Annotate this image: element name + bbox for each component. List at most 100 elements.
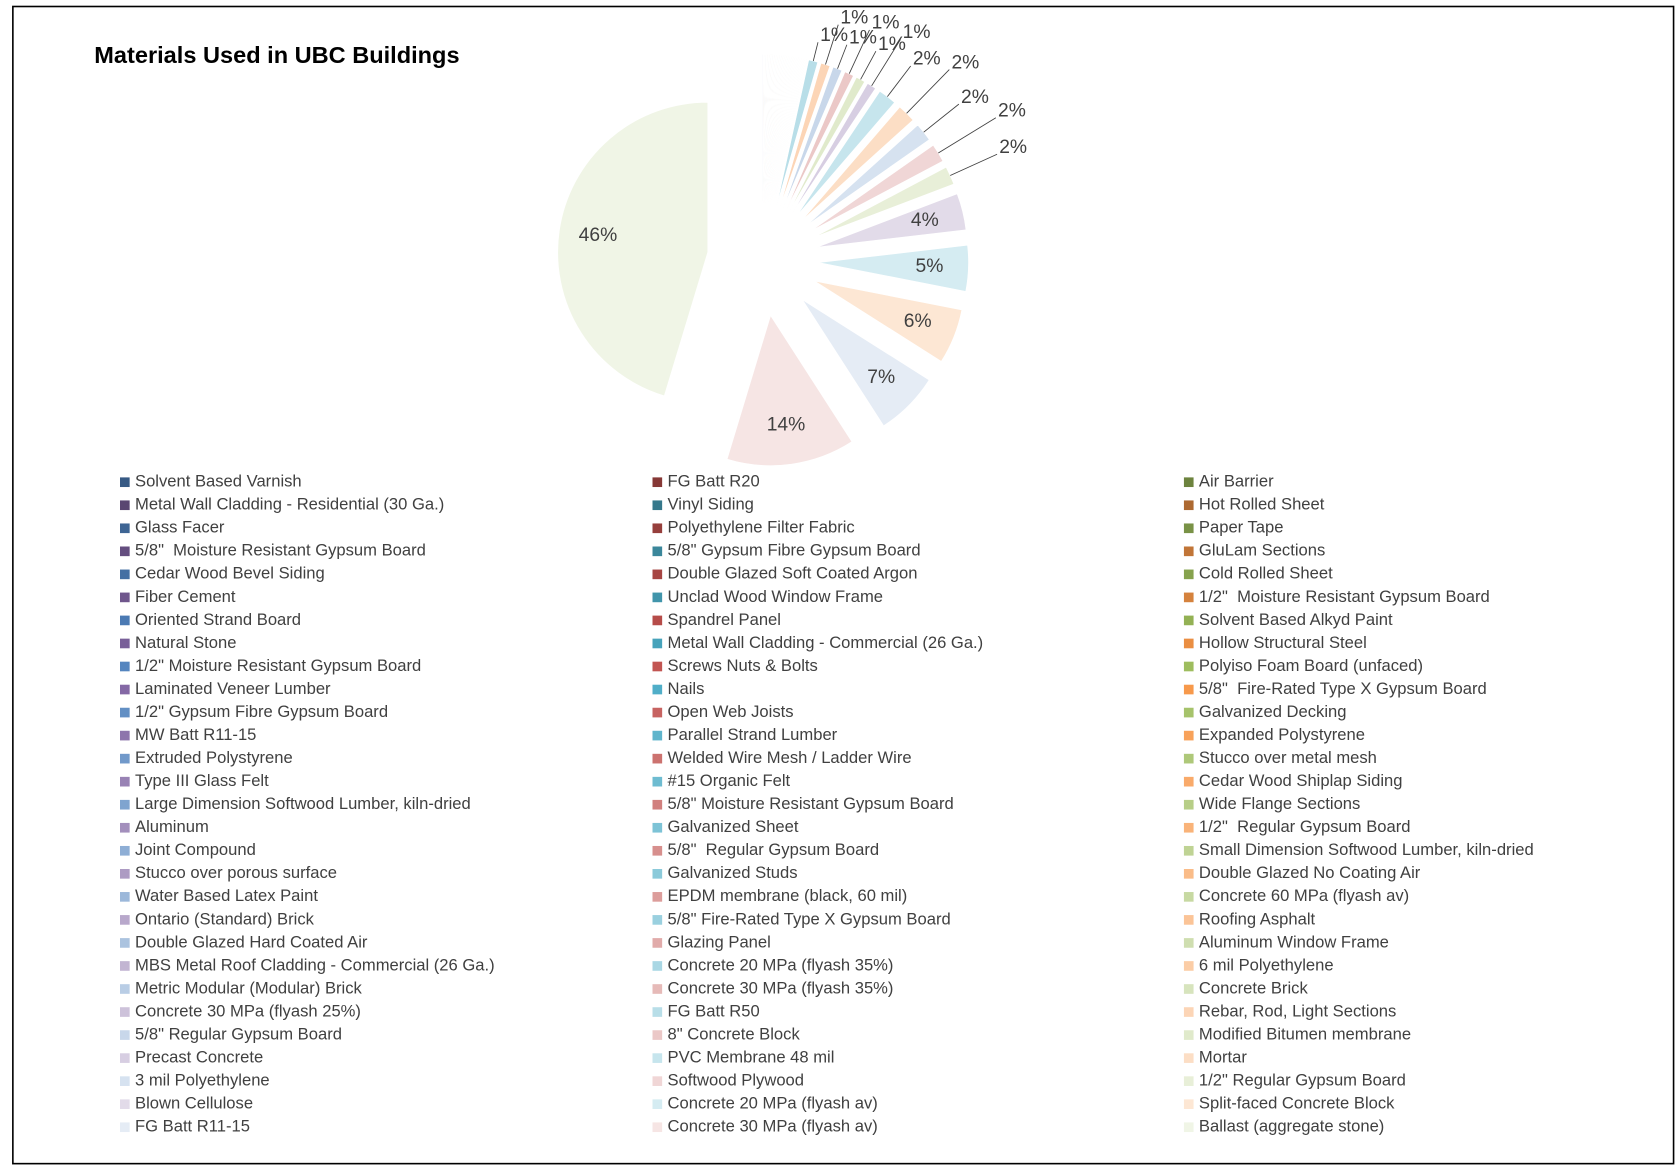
legend-label: Laminated Veneer Lumber xyxy=(135,679,331,698)
slice-label: 1% xyxy=(840,7,868,28)
legend-swatch xyxy=(1183,892,1194,902)
legend-label: Double Glazed Soft Coated Argon xyxy=(668,564,918,583)
legend-label: MW Batt R11-15 xyxy=(135,725,256,744)
legend-swatch xyxy=(652,869,663,879)
legend-label: 5/8" Fire-Rated Type X Gypsum Board xyxy=(1199,679,1487,698)
legend-label: Modified Bitumen membrane xyxy=(1199,1024,1411,1043)
legend-label: 1/2" Moisture Resistant Gypsum Board xyxy=(1199,587,1490,606)
legend-label: Glass Facer xyxy=(135,518,225,537)
legend-label: Galvanized Decking xyxy=(1199,702,1347,721)
slice-label: 1% xyxy=(872,13,900,34)
legend-label: Double Glazed Hard Coated Air xyxy=(135,932,368,951)
legend-swatch xyxy=(120,1030,130,1040)
legend-label: Ontario (Standard) Brick xyxy=(135,909,315,928)
leader-line xyxy=(812,42,819,62)
legend-swatch xyxy=(652,799,663,810)
legend-label: Metric Modular (Modular) Brick xyxy=(135,978,363,997)
legend-label: Nails xyxy=(668,679,705,698)
legend-swatch xyxy=(120,707,130,718)
legend-label: Fiber Cement xyxy=(135,587,236,606)
legend-label: 5/8" Gypsum Fibre Gypsum Board xyxy=(668,541,921,560)
legend-label: FG Batt R20 xyxy=(668,472,760,491)
legend-swatch xyxy=(1183,776,1194,787)
legend-swatch xyxy=(1183,822,1194,833)
legend-swatch xyxy=(120,822,130,833)
legend-label: Glazing Panel xyxy=(668,932,771,951)
slice-label: 5% xyxy=(916,256,944,277)
leader-line xyxy=(906,69,950,114)
pie-slice xyxy=(557,101,709,397)
legend-swatch xyxy=(1183,477,1194,488)
legend-swatch xyxy=(652,661,663,672)
legend-label: Hollow Structural Steel xyxy=(1199,633,1367,652)
leader-line xyxy=(825,24,839,65)
legend-swatch xyxy=(652,776,663,787)
legend-label: Precast Concrete xyxy=(135,1047,263,1066)
legend-label: Galvanized Sheet xyxy=(668,817,799,836)
leader-line xyxy=(871,39,901,87)
legend-swatch xyxy=(652,822,663,833)
legend-swatch xyxy=(1183,523,1194,534)
legend-swatch xyxy=(120,1122,130,1133)
legend-swatch xyxy=(652,961,663,971)
slice-label: 6% xyxy=(904,311,932,332)
legend-swatch xyxy=(1183,592,1194,603)
legend-swatch xyxy=(652,938,663,948)
slice-label: 1% xyxy=(849,27,877,48)
legend-swatch xyxy=(120,938,130,948)
legend-label: 1/2" Gypsum Fibre Gypsum Board xyxy=(135,702,388,721)
legend-label: Aluminum Window Frame xyxy=(1199,932,1389,951)
legend-swatch xyxy=(120,546,130,557)
legend-swatch xyxy=(1183,1030,1194,1040)
legend-label: Polyethylene Filter Fabric xyxy=(668,518,855,537)
legend-swatch xyxy=(1183,1099,1194,1109)
legend-label: Parallel Strand Lumber xyxy=(668,725,838,744)
pie-slice xyxy=(796,90,896,217)
legend-label: Air Barrier xyxy=(1199,472,1274,491)
legend-label: 5/8" Regular Gypsum Board xyxy=(668,840,880,859)
legend-label: FG Batt R11-15 xyxy=(135,1117,250,1136)
legend-swatch xyxy=(120,799,130,810)
pie-slice xyxy=(774,59,808,207)
legend-label: Galvanized Studs xyxy=(668,863,798,882)
legend-label: Stucco over porous surface xyxy=(135,863,337,882)
legend-swatch xyxy=(652,730,663,741)
legend-label: Split-faced Concrete Block xyxy=(1199,1094,1395,1113)
legend-swatch xyxy=(1183,938,1194,948)
legend-label: Natural Stone xyxy=(135,633,236,652)
legend-swatch xyxy=(1183,500,1194,511)
legend-label: Wide Flange Sections xyxy=(1199,794,1360,813)
legend-label: Aluminum xyxy=(135,817,209,836)
legend-label: Cedar Wood Bevel Siding xyxy=(135,564,325,583)
legend-label: Expanded Polystyrene xyxy=(1199,725,1365,744)
leader-line xyxy=(860,50,877,80)
legend-label: 3 mil Polyethylene xyxy=(135,1071,270,1090)
legend-swatch xyxy=(1183,730,1194,741)
legend-label: Ballast (aggregate stone) xyxy=(1199,1117,1384,1136)
legend-swatch xyxy=(1183,569,1194,580)
legend-label: Paper Tape xyxy=(1199,518,1284,537)
legend-label: Small Dimension Softwood Lumber, kiln-dr… xyxy=(1199,840,1534,859)
legend-label: Spandrel Panel xyxy=(668,610,781,629)
legend-swatch xyxy=(652,984,663,994)
legend-label: 5/8" Regular Gypsum Board xyxy=(135,1024,342,1043)
legend-label: EPDM membrane (black, 60 mil) xyxy=(668,886,908,905)
legend-label: Metal Wall Cladding - Residential (30 Ga… xyxy=(135,495,444,514)
legend-swatch xyxy=(652,753,663,764)
legend-label: PVC Membrane 48 mil xyxy=(668,1047,835,1066)
legend-label: 8" Concrete Block xyxy=(668,1024,801,1043)
legend-label: FG Batt R50 xyxy=(668,1001,760,1020)
legend-swatch xyxy=(120,500,130,511)
legend-swatch xyxy=(1183,1076,1194,1086)
legend-label: 5/8" Moisture Resistant Gypsum Board xyxy=(668,794,954,813)
legend-label: Softwood Plywood xyxy=(668,1071,805,1090)
legend-label: Polyiso Foam Board (unfaced) xyxy=(1199,656,1423,675)
legend-label: Mortar xyxy=(1199,1047,1247,1066)
legend-swatch xyxy=(652,1053,663,1063)
legend-swatch xyxy=(652,1030,663,1040)
legend-swatch xyxy=(652,915,663,925)
legend-swatch xyxy=(652,477,663,488)
legend-swatch xyxy=(1183,845,1194,856)
pie-slice xyxy=(785,71,854,211)
legend-label: Open Web Joists xyxy=(668,702,794,721)
